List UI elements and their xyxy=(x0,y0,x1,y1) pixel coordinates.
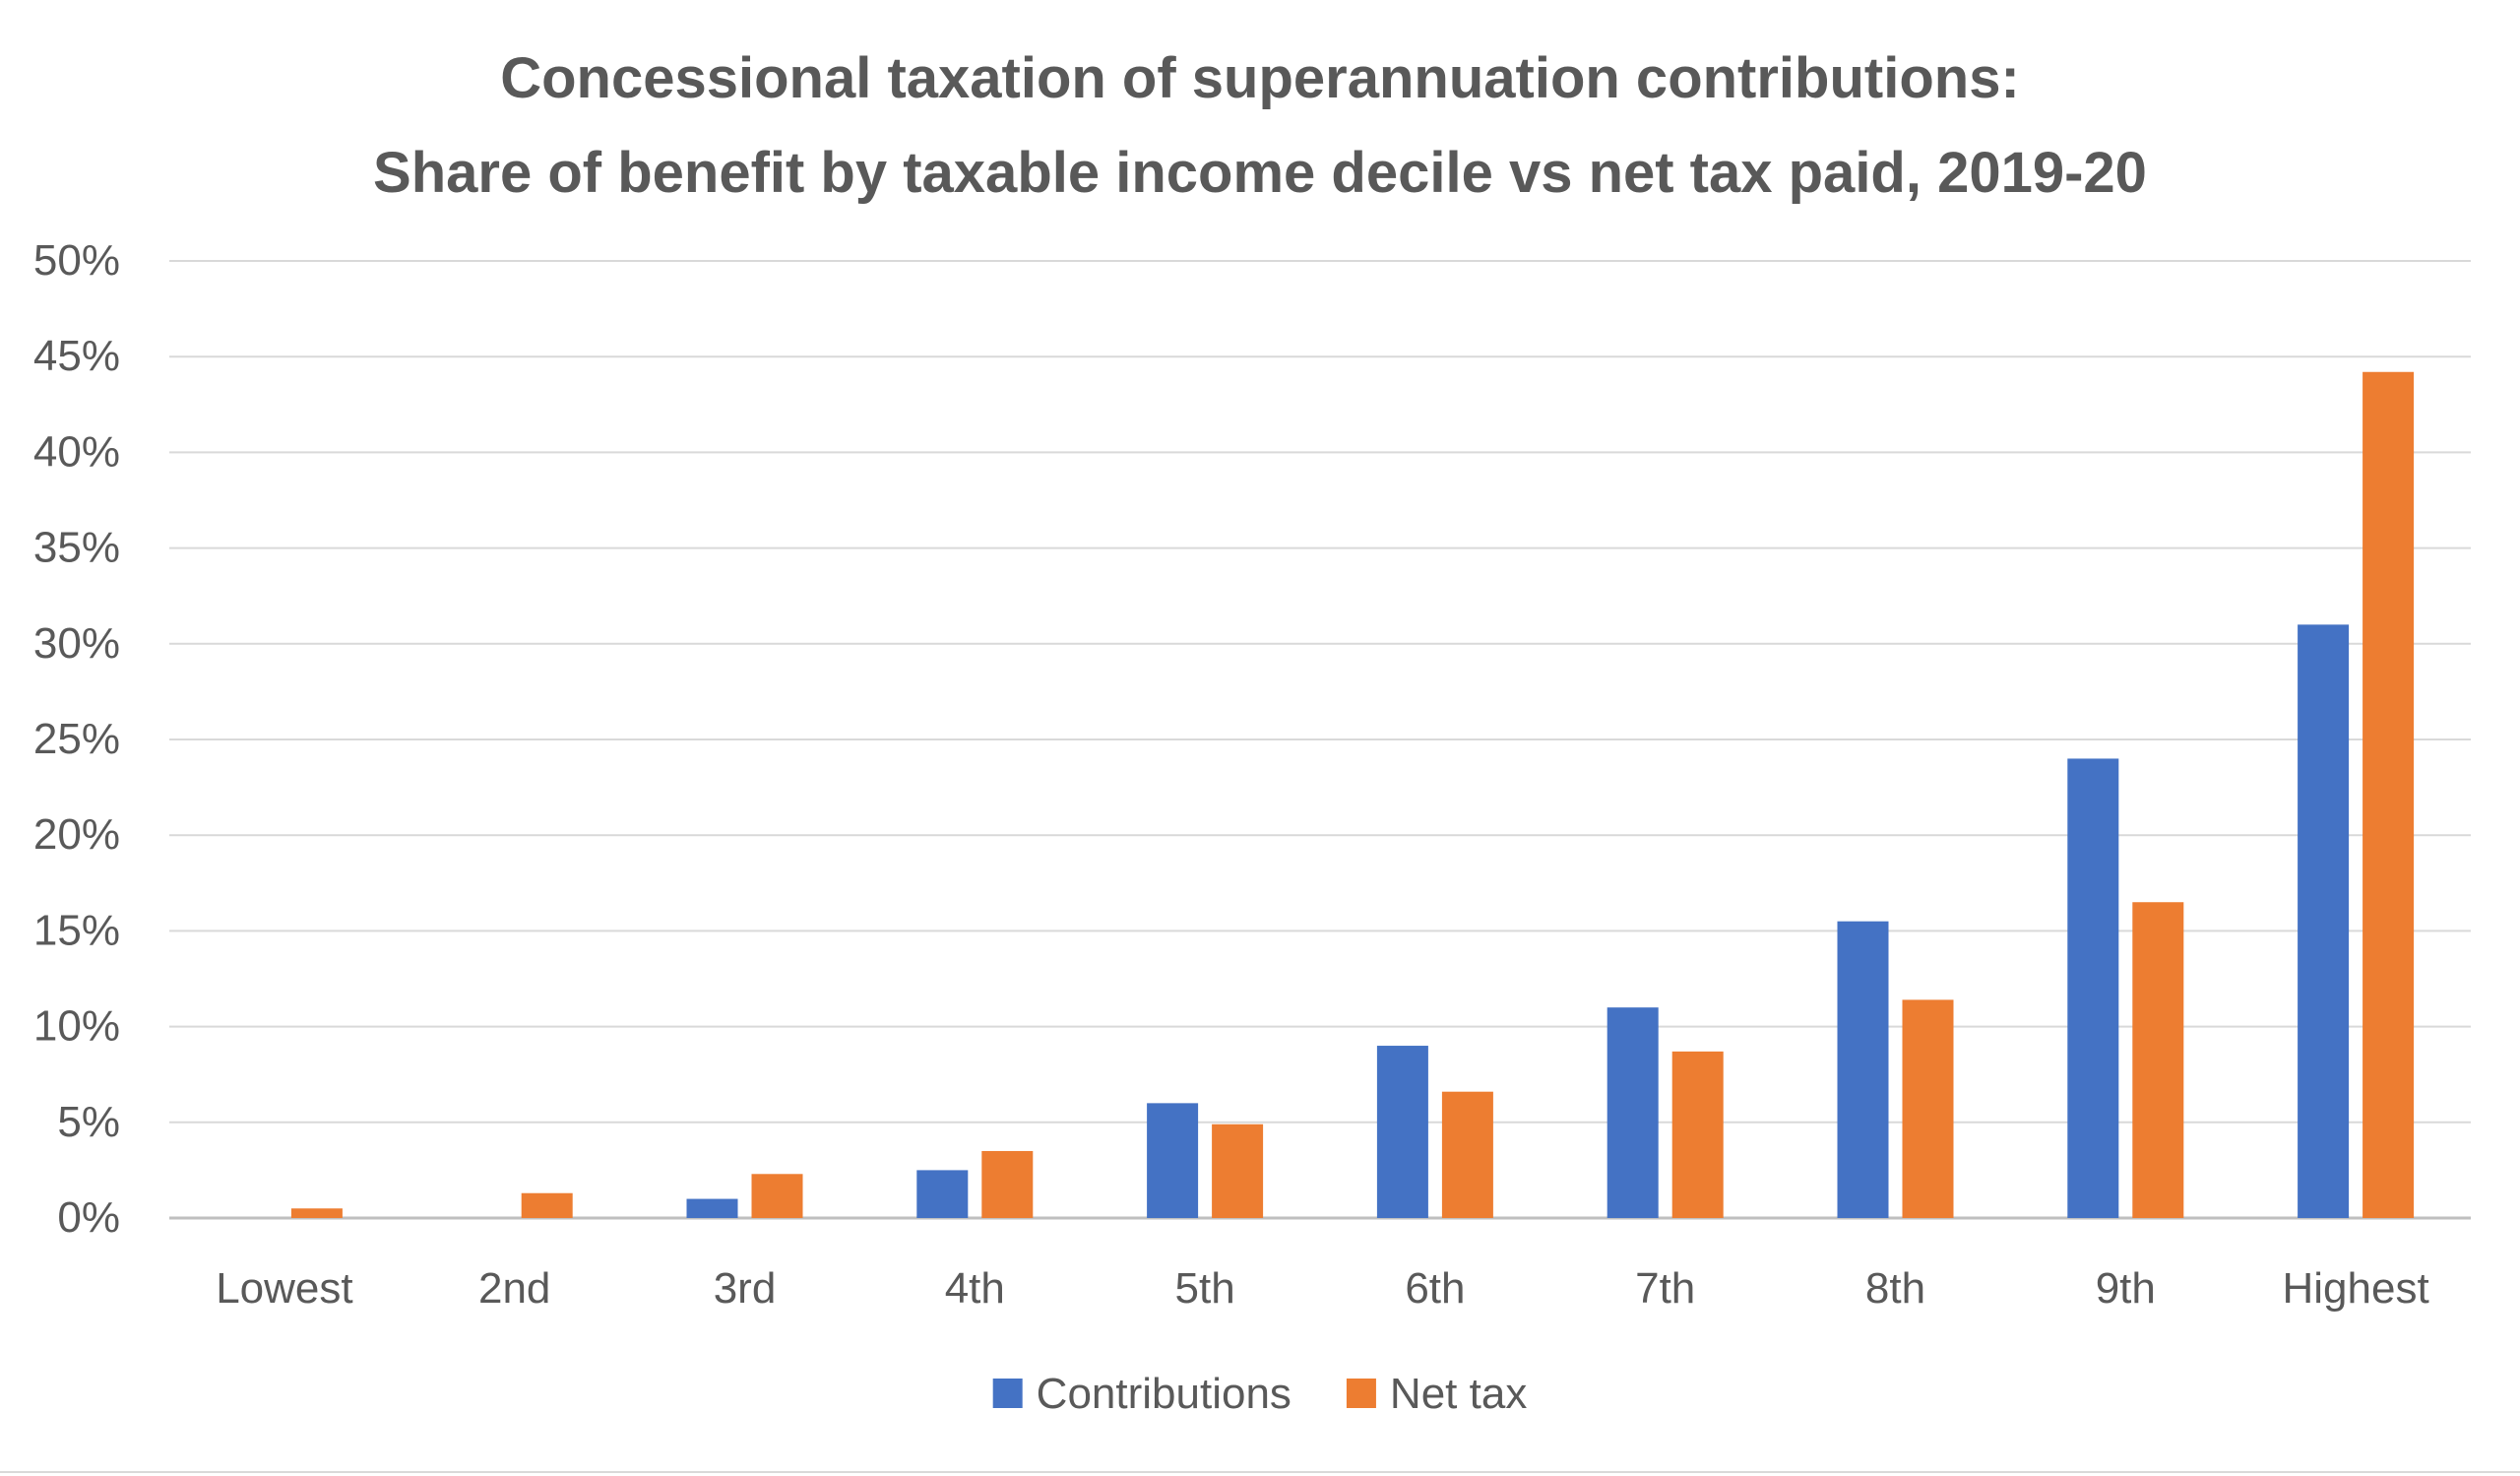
bar-contributions xyxy=(1376,1046,1428,1218)
gridlines xyxy=(169,260,2471,1220)
y-tick-label: 0% xyxy=(57,1193,120,1242)
y-tick-label: 15% xyxy=(33,906,120,954)
x-axis-tick-labels: Lowest 2nd 3rd 4th 5th 6th 7th 8th 9th Highest xyxy=(216,1264,2429,1313)
bar-net-tax xyxy=(521,1192,573,1218)
bars xyxy=(290,371,2415,1218)
bar-contributions xyxy=(1837,921,1889,1218)
y-tick-label: 20% xyxy=(33,810,120,859)
y-tick-label: 25% xyxy=(33,715,120,763)
y-tick-label: 35% xyxy=(33,524,120,572)
bar-net-tax xyxy=(1441,1091,1493,1218)
bar-net-tax xyxy=(290,1208,343,1218)
bar-net-tax xyxy=(2362,371,2415,1218)
y-tick-label: 10% xyxy=(33,1002,120,1051)
legend-swatch-contributions xyxy=(992,1379,1023,1408)
bottom-divider xyxy=(0,1471,2520,1473)
y-axis-tick-labels: 0% 5% 10% 15% 20% 25% 30% 35% 40% 45% 50% xyxy=(33,236,120,1242)
x-tick-label: 4th xyxy=(945,1264,1005,1313)
bar-contributions xyxy=(2298,624,2350,1218)
bar-contributions xyxy=(1147,1103,1199,1218)
bar-net-tax xyxy=(981,1150,1034,1218)
chart-title-line-1: Concessional taxation of superannuation … xyxy=(500,46,2020,110)
y-tick-label: 30% xyxy=(33,619,120,668)
x-tick-label: 5th xyxy=(1175,1264,1235,1313)
bar-contributions xyxy=(1606,1007,1659,1218)
bar-net-tax xyxy=(2132,902,2184,1218)
y-tick-label: 50% xyxy=(33,236,120,285)
x-tick-label: 6th xyxy=(1405,1264,1465,1313)
bar-contributions xyxy=(2067,758,2119,1218)
y-tick-label: 40% xyxy=(33,427,120,476)
chart-subtitle: Share of benefit by taxable income decil… xyxy=(373,141,2147,205)
bar-net-tax xyxy=(1212,1123,1264,1218)
legend: Contributions Net tax xyxy=(992,1370,1527,1418)
legend-label: Net tax xyxy=(1390,1370,1527,1418)
x-tick-label: 9th xyxy=(2096,1264,2156,1313)
x-tick-label: 8th xyxy=(1865,1264,1925,1313)
y-tick-label: 45% xyxy=(33,332,120,380)
bar-contributions xyxy=(916,1170,969,1218)
x-tick-label: 7th xyxy=(1635,1264,1695,1313)
x-tick-label: Lowest xyxy=(216,1264,352,1313)
legend-swatch-net-tax xyxy=(1346,1379,1376,1408)
x-tick-label: 2nd xyxy=(478,1264,550,1313)
bar-net-tax xyxy=(1671,1051,1724,1218)
x-tick-label: Highest xyxy=(2283,1264,2429,1313)
chart-title: Concessional taxation of superannuation … xyxy=(0,32,2520,221)
bar-net-tax xyxy=(751,1174,803,1218)
legend-label: Contributions xyxy=(1037,1370,1292,1418)
y-tick-label: 5% xyxy=(57,1098,120,1146)
x-tick-label: 3rd xyxy=(714,1264,777,1313)
bar-net-tax xyxy=(1902,999,1954,1218)
bar-contributions xyxy=(686,1198,738,1218)
